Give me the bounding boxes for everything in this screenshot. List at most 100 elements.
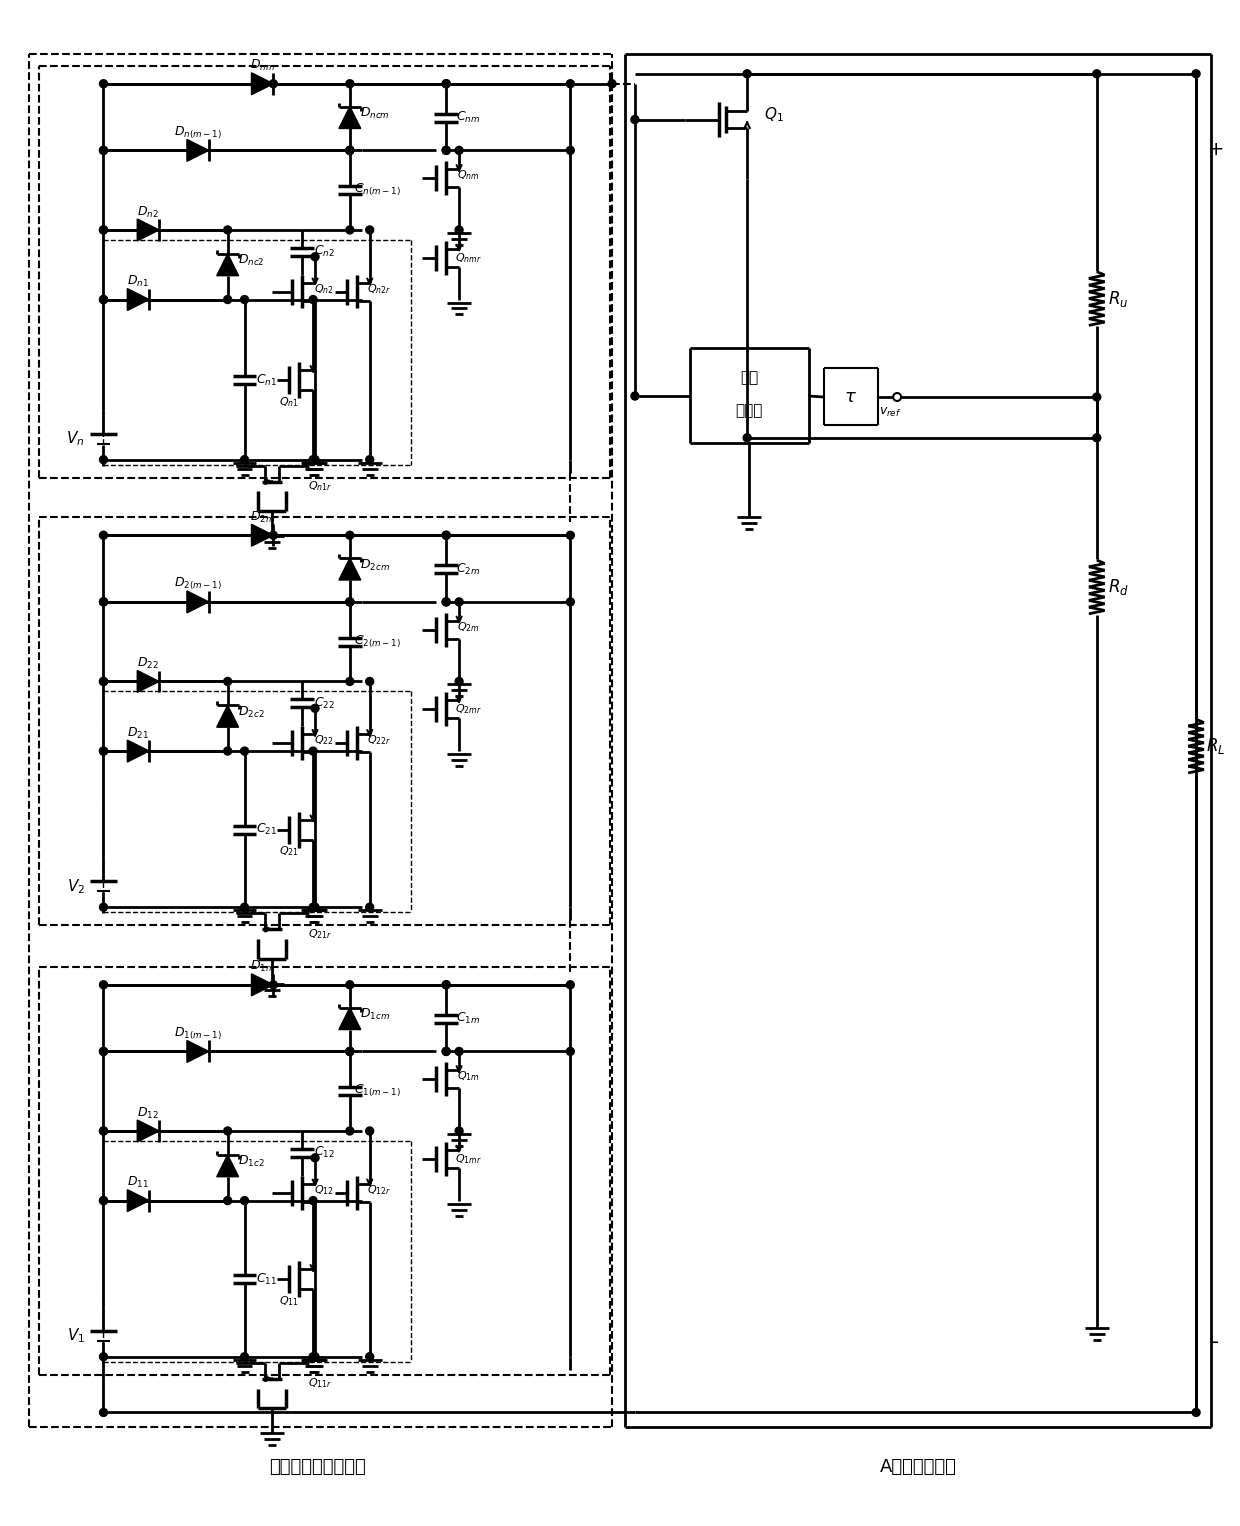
Circle shape <box>346 1047 353 1056</box>
Circle shape <box>99 598 108 606</box>
Circle shape <box>99 146 108 154</box>
Polygon shape <box>128 288 149 310</box>
Text: $D_{11}$: $D_{11}$ <box>128 1175 149 1190</box>
Text: $Q_{21}$: $Q_{21}$ <box>279 844 299 859</box>
Circle shape <box>99 748 108 755</box>
Text: $Q_{2m}$: $Q_{2m}$ <box>456 620 480 633</box>
Text: $C_{n(m-1)}$: $C_{n(m-1)}$ <box>355 182 402 198</box>
Circle shape <box>223 748 232 755</box>
Text: $Q_{n2}$: $Q_{n2}$ <box>314 282 334 296</box>
Text: 调节器: 调节器 <box>735 403 763 418</box>
Circle shape <box>567 146 574 154</box>
Circle shape <box>223 226 232 233</box>
Circle shape <box>443 146 450 154</box>
Text: $R_L$: $R_L$ <box>1207 736 1225 755</box>
Circle shape <box>99 79 108 87</box>
Circle shape <box>346 146 353 154</box>
Polygon shape <box>339 559 361 580</box>
Circle shape <box>366 456 373 464</box>
Circle shape <box>99 1408 108 1416</box>
Circle shape <box>309 903 317 911</box>
Circle shape <box>743 70 751 78</box>
Polygon shape <box>138 1120 159 1141</box>
Circle shape <box>346 678 353 685</box>
Circle shape <box>99 678 108 685</box>
Circle shape <box>99 531 108 539</box>
Text: $D_{2cm}$: $D_{2cm}$ <box>360 557 389 572</box>
Text: $V_n$: $V_n$ <box>67 429 84 449</box>
Circle shape <box>99 226 108 233</box>
Circle shape <box>346 146 353 154</box>
Text: $Q_{n1r}$: $Q_{n1r}$ <box>308 479 332 493</box>
Circle shape <box>1092 70 1101 78</box>
Text: $\tau$: $\tau$ <box>844 388 857 406</box>
Text: $Q_{n1}$: $Q_{n1}$ <box>279 395 299 409</box>
Text: $C_{12}$: $C_{12}$ <box>314 1146 335 1160</box>
Circle shape <box>346 146 353 154</box>
Polygon shape <box>138 670 159 693</box>
Circle shape <box>567 981 574 989</box>
Circle shape <box>309 296 317 304</box>
Circle shape <box>443 79 450 87</box>
Circle shape <box>99 1196 108 1204</box>
Polygon shape <box>187 1041 208 1062</box>
Text: $Q_{1mr}$: $Q_{1mr}$ <box>455 1152 481 1166</box>
Polygon shape <box>339 107 361 128</box>
Circle shape <box>99 1128 108 1135</box>
Circle shape <box>1092 433 1101 441</box>
Circle shape <box>99 903 108 911</box>
Circle shape <box>443 981 450 989</box>
Text: $C_{n1}$: $C_{n1}$ <box>255 372 277 388</box>
Text: $Q_{12}$: $Q_{12}$ <box>314 1183 334 1196</box>
Text: $D_{n1}$: $D_{n1}$ <box>128 275 149 290</box>
Circle shape <box>99 1047 108 1056</box>
Circle shape <box>311 705 319 713</box>
Text: $D_{1m}$: $D_{1m}$ <box>250 960 275 975</box>
Text: $Q_{21r}$: $Q_{21r}$ <box>308 928 332 942</box>
Polygon shape <box>252 525 273 546</box>
Text: $D_{2m}$: $D_{2m}$ <box>250 510 275 525</box>
Circle shape <box>99 1128 108 1135</box>
Text: $Q_{nm}$: $Q_{nm}$ <box>456 168 480 182</box>
Circle shape <box>346 226 353 233</box>
Circle shape <box>443 1047 450 1056</box>
Text: $Q_{n2r}$: $Q_{n2r}$ <box>367 282 391 296</box>
Circle shape <box>241 748 248 755</box>
Circle shape <box>223 1128 232 1135</box>
Circle shape <box>311 903 319 911</box>
Text: $D_{nm}$: $D_{nm}$ <box>250 58 275 73</box>
Circle shape <box>99 748 108 755</box>
Text: $D_{n2}$: $D_{n2}$ <box>138 204 159 220</box>
Circle shape <box>608 79 616 87</box>
Circle shape <box>241 1352 248 1361</box>
Circle shape <box>631 392 639 400</box>
Text: $Q_{11}$: $Q_{11}$ <box>279 1294 299 1308</box>
Circle shape <box>455 226 463 233</box>
Circle shape <box>311 456 319 464</box>
Circle shape <box>366 226 373 233</box>
Circle shape <box>443 531 450 539</box>
Polygon shape <box>217 705 238 728</box>
Circle shape <box>366 678 373 685</box>
Text: $C_{22}$: $C_{22}$ <box>314 696 335 711</box>
Circle shape <box>346 1128 353 1135</box>
Polygon shape <box>138 220 159 241</box>
Circle shape <box>99 981 108 989</box>
Text: $R_u$: $R_u$ <box>1109 288 1128 308</box>
Text: $D_{21}$: $D_{21}$ <box>128 726 149 740</box>
Circle shape <box>223 678 232 685</box>
Circle shape <box>567 79 574 87</box>
Circle shape <box>311 1352 319 1361</box>
Text: $D_{nc2}$: $D_{nc2}$ <box>238 253 265 269</box>
Text: $Q_1$: $Q_1$ <box>764 105 784 124</box>
Text: $Q_{22}$: $Q_{22}$ <box>314 732 334 748</box>
Circle shape <box>269 981 278 989</box>
Polygon shape <box>217 1155 238 1177</box>
Circle shape <box>99 296 108 304</box>
Polygon shape <box>252 73 273 95</box>
Text: $D_{12}$: $D_{12}$ <box>138 1105 159 1120</box>
Circle shape <box>567 1047 574 1056</box>
Circle shape <box>311 253 319 261</box>
Circle shape <box>366 903 373 911</box>
Circle shape <box>99 146 108 154</box>
